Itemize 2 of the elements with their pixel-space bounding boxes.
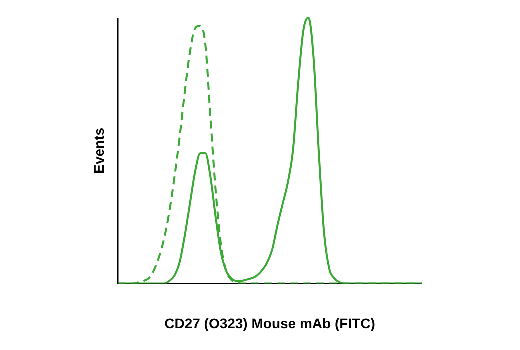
y-axis-title: Events — [90, 128, 107, 174]
x-axis-title: CD27 (O323) Mouse mAb (FITC) — [164, 315, 376, 332]
